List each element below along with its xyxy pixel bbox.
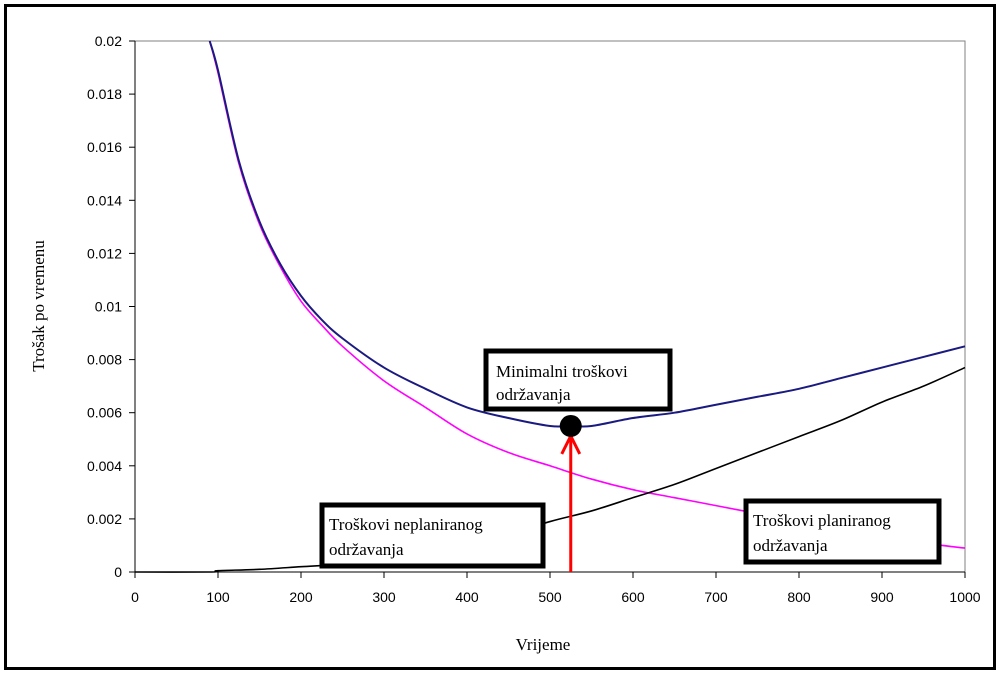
- y-tick-label: 0.016: [87, 139, 122, 155]
- annotation-planned-line2: održavanja: [753, 536, 828, 555]
- y-tick-label: 0: [114, 564, 122, 580]
- y-tick-label: 0.008: [87, 352, 122, 368]
- annotation-planned: Troškovi planiranog održavanja: [743, 498, 942, 565]
- plot-area: [134, 40, 966, 573]
- y-tick-label: 0.012: [87, 245, 122, 261]
- x-tick-label: 400: [455, 589, 479, 605]
- series-unplanned-cost-line: [134, 366, 966, 573]
- annotation-unplanned-line2: održavanja: [329, 540, 404, 559]
- y-tick-label: 0.01: [95, 299, 122, 315]
- x-tick-label: 0: [131, 589, 139, 605]
- x-tick-label: 300: [372, 589, 396, 605]
- y-tick-label: 0.02: [95, 33, 122, 49]
- series-total-cost-line: [208, 40, 966, 428]
- y-axis-title: Trošak po vremenu: [29, 240, 48, 372]
- y-axis: 0 0.002 0.004 0.006 0.008 0.01 0.012 0.014 0.016…: [87, 33, 136, 580]
- x-tick-label: 100: [206, 589, 230, 605]
- annotation-unplanned: Troškovi neplaniranog održavanja: [319, 502, 546, 569]
- annotation-planned-line1: Troškovi planiranog: [753, 511, 891, 530]
- x-axis-title: Vrijeme: [516, 635, 571, 654]
- y-tick-label: 0.014: [87, 192, 122, 208]
- annotation-minimum: Minimalni troškovi održavanja: [483, 348, 673, 412]
- annotation-minimum-line2: održavanja: [496, 385, 571, 404]
- y-tick-label: 0.018: [87, 86, 122, 102]
- x-axis: 0 100 200 300 400 500 600 700 800 900 1000: [131, 571, 981, 605]
- x-tick-label: 600: [621, 589, 645, 605]
- y-tick-label: 0.004: [87, 458, 122, 474]
- annotation-unplanned-line1: Troškovi neplaniranog: [329, 515, 483, 534]
- x-tick-label: 900: [870, 589, 894, 605]
- x-tick-label: 700: [704, 589, 728, 605]
- x-tick-label: 1000: [949, 589, 980, 605]
- annotation-minimum-line1: Minimalni troškovi: [496, 362, 628, 381]
- x-tick-label: 200: [289, 589, 313, 605]
- x-tick-label: 800: [787, 589, 811, 605]
- minimum-point-marker: [559, 414, 582, 437]
- y-tick-label: 0.006: [87, 405, 122, 421]
- x-tick-label: 500: [538, 589, 562, 605]
- y-tick-label: 0.002: [87, 511, 122, 527]
